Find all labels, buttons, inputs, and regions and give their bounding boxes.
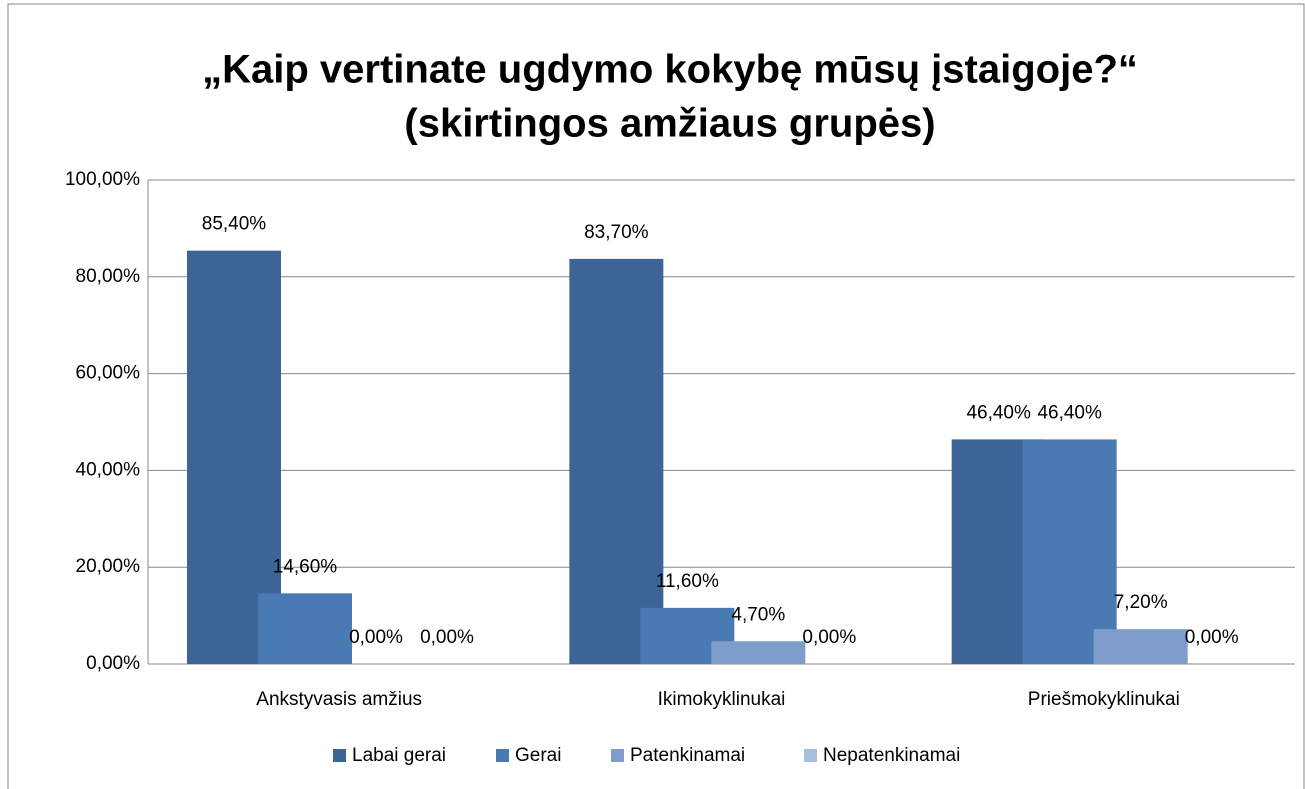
value-label: 7,20% [1114, 592, 1168, 613]
value-label: 0,00% [1185, 627, 1239, 648]
legend-label: Labai gerai [352, 745, 446, 766]
y-tick-label: 60,00% [76, 363, 141, 384]
value-label: 0,00% [349, 627, 403, 648]
x-tick-label: Ikimokyklinukai [658, 689, 786, 710]
value-label: 0,00% [420, 627, 474, 648]
legend-swatch [804, 749, 817, 762]
legend-label: Gerai [515, 745, 561, 766]
value-label: 14,60% [273, 556, 338, 577]
y-tick-label: 80,00% [76, 266, 141, 287]
legend-swatch [611, 749, 624, 762]
y-tick-label: 40,00% [76, 459, 141, 480]
bar [258, 593, 352, 664]
bar [569, 258, 664, 664]
legend-label: Patenkinamai [630, 745, 745, 766]
value-label: 46,40% [1037, 402, 1102, 423]
chart-border [7, 3, 1305, 789]
legend-swatch [496, 749, 509, 762]
value-label: 0,00% [802, 627, 856, 648]
chart-title: „Kaip vertinate ugdymo kokybę mūsų įstai… [202, 48, 1138, 92]
x-tick-label: Priešmokyklinukai [1028, 689, 1180, 710]
legend-swatch [333, 749, 346, 762]
value-label: 11,60% [656, 571, 719, 592]
value-label: 83,70% [584, 222, 649, 243]
bar [1022, 439, 1117, 664]
y-tick-label: 100,00% [65, 169, 140, 190]
value-label: 4,70% [731, 604, 785, 625]
x-tick-label: Ankstyvasis amžius [256, 689, 422, 710]
value-label: 46,40% [966, 402, 1031, 423]
bar [1093, 629, 1188, 664]
bar [711, 641, 806, 664]
legend-label: Nepatenkinamai [823, 745, 960, 766]
y-tick-label: 0,00% [86, 653, 140, 674]
y-tick-label: 20,00% [76, 556, 141, 577]
value-label: 85,40% [202, 214, 267, 235]
chart-title: (skirtingos amžiaus grupės) [404, 102, 935, 146]
